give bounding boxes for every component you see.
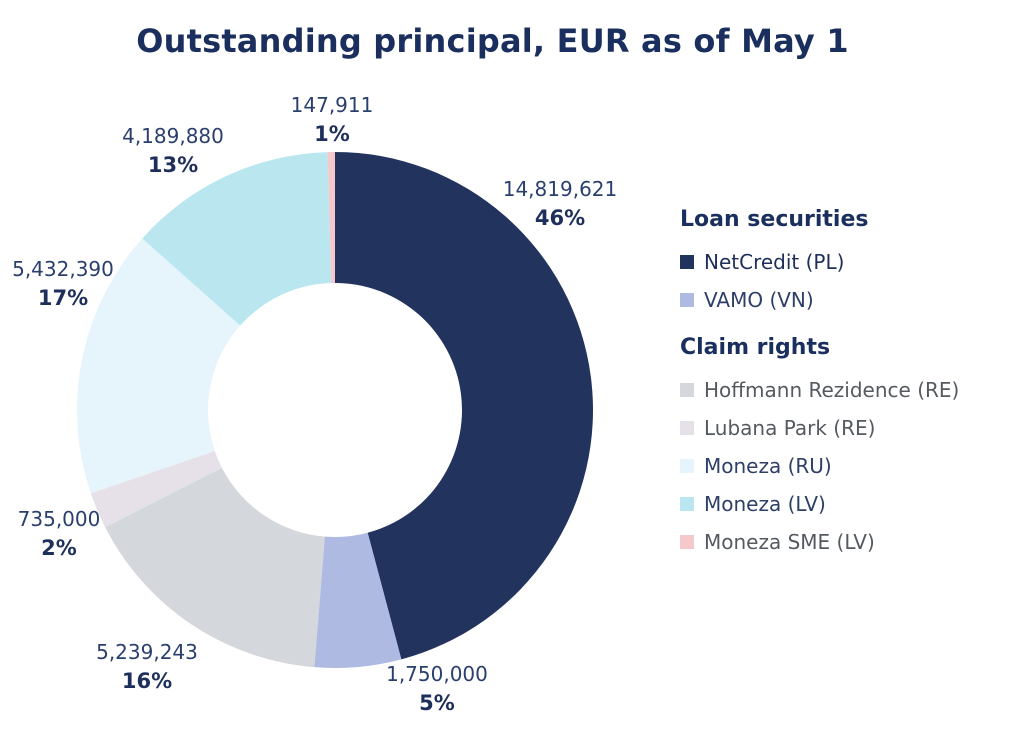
value-label: 5,239,243 bbox=[96, 640, 198, 664]
legend-item: Moneza (RU) bbox=[680, 447, 1020, 485]
legend-item: NetCredit (PL) bbox=[680, 243, 1020, 281]
slice-lubana-park-re bbox=[90, 451, 222, 528]
value-label: 14,819,621 bbox=[503, 177, 618, 201]
legend-swatch bbox=[680, 293, 694, 307]
legend-group-title: Loan securities bbox=[680, 207, 869, 232]
value-label: 147,911 bbox=[291, 93, 374, 117]
slice-moneza-sme-lv bbox=[327, 152, 335, 284]
data-labels: 14,819,621 46% 1,750,000 5% 5,239,243 16% 735,… bbox=[12, 93, 617, 715]
percent-label: 46% bbox=[535, 206, 585, 230]
legend-item: Lubana Park (RE) bbox=[680, 409, 1020, 447]
legend: Loan securities NetCredit (PL) VAMO (VN) Cl… bbox=[680, 205, 1020, 575]
legend-swatch bbox=[680, 421, 694, 435]
value-label: 5,432,390 bbox=[12, 257, 114, 281]
value-label: 735,000 bbox=[18, 507, 101, 531]
legend-label: Moneza SME (LV) bbox=[704, 530, 875, 554]
legend-label: Lubana Park (RE) bbox=[704, 416, 876, 440]
percent-label: 5% bbox=[419, 691, 455, 715]
legend-label: NetCredit (PL) bbox=[704, 250, 845, 274]
legend-swatch bbox=[680, 383, 694, 397]
legend-label: Moneza (LV) bbox=[704, 492, 826, 516]
legend-label: Hoffmann Rezidence (RE) bbox=[704, 378, 960, 402]
percent-label: 2% bbox=[41, 536, 77, 560]
slice-moneza-lv bbox=[142, 152, 332, 326]
slice-netcredit-pl bbox=[335, 152, 594, 660]
legend-swatch bbox=[680, 535, 694, 549]
chart-title: Outstanding principal, EUR as of May 1 bbox=[136, 22, 849, 60]
legend-swatch bbox=[680, 459, 694, 473]
donut-slices bbox=[76, 152, 594, 668]
legend-item: Moneza SME (LV) bbox=[680, 523, 1020, 561]
legend-label: Moneza (RU) bbox=[704, 454, 832, 478]
slice-hoffmann-rezidence-re bbox=[105, 467, 325, 668]
legend-swatch bbox=[680, 255, 694, 269]
value-label: 1,750,000 bbox=[386, 662, 488, 686]
percent-label: 17% bbox=[38, 286, 88, 310]
legend-item: Hoffmann Rezidence (RE) bbox=[680, 371, 1020, 409]
legend-label: VAMO (VN) bbox=[704, 288, 814, 312]
legend-item: Moneza (LV) bbox=[680, 485, 1020, 523]
legend-group: Loan securities NetCredit (PL) VAMO (VN) bbox=[680, 205, 1020, 319]
value-label: 4,189,880 bbox=[122, 124, 224, 148]
percent-label: 13% bbox=[148, 153, 198, 177]
legend-swatch bbox=[680, 497, 694, 511]
slice-moneza-ru bbox=[76, 238, 241, 494]
slice-vamo-vn bbox=[314, 532, 402, 668]
legend-group: Claim rights Hoffmann Rezidence (RE) Luban… bbox=[680, 333, 1020, 561]
percent-label: 1% bbox=[314, 122, 350, 146]
legend-group-title: Claim rights bbox=[680, 335, 831, 360]
percent-label: 16% bbox=[122, 669, 172, 693]
legend-item: VAMO (VN) bbox=[680, 281, 1020, 319]
